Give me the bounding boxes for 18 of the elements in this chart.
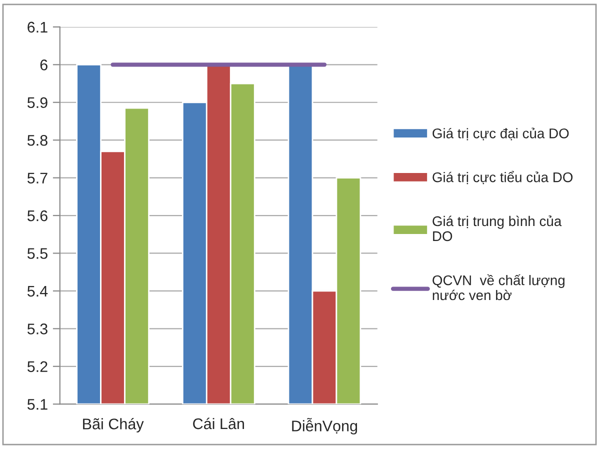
y-tick-label: 5.8 — [27, 134, 48, 146]
legend-label: Giá trị trung bình của DO — [432, 216, 562, 242]
legend-label: Giá trị cực tiểu của DO — [432, 170, 573, 184]
x-tick-label: DiễnVọng — [292, 418, 358, 434]
y-tick-label: 5.5 — [27, 248, 48, 259]
y-tick-label: 6 — [40, 60, 48, 70]
y-tick-label: 5.6 — [27, 210, 48, 222]
y-tick-label: 5.2 — [27, 361, 48, 372]
x-tick-label: Cái Lân — [193, 418, 244, 430]
x-tick-label: Bãi Cháy — [83, 418, 144, 432]
y-tick-label: 5.3 — [27, 324, 48, 334]
y-tick-label: 5.7 — [27, 172, 48, 184]
legend-label: QCVN về chất lượng nước ven bờ — [432, 274, 564, 300]
legend-label: Giá trị cực đại của DO — [432, 128, 569, 140]
y-tick-label: 5.9 — [27, 97, 48, 108]
y-tick-label: 6.1 — [28, 22, 48, 33]
y-tick-label: 5.4 — [27, 286, 48, 297]
y-tick-label: 5.1 — [27, 399, 48, 410]
